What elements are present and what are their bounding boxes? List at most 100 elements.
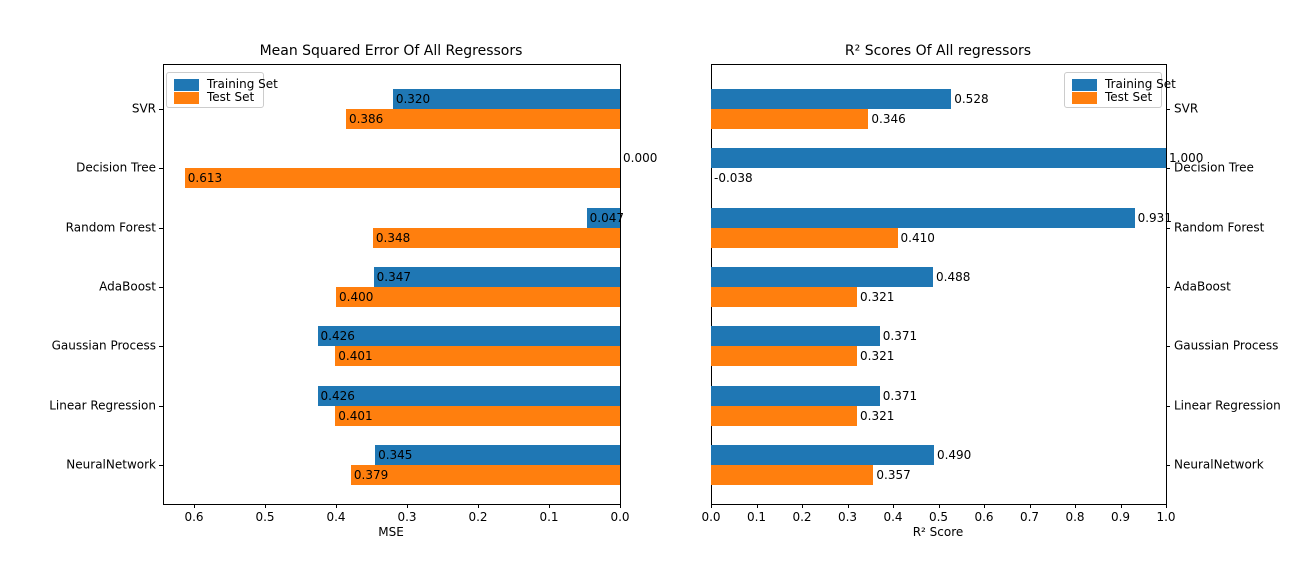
x-axis-tick [984, 504, 985, 508]
x-axis-tick [893, 504, 894, 508]
y-axis-tick [159, 227, 163, 229]
x-tick-label: 0.6 [184, 510, 204, 524]
x-axis-tick [1075, 504, 1076, 508]
x-axis-tick [938, 504, 940, 508]
x-tick-label: 0.3 [837, 510, 858, 524]
legend-swatch-test-set [174, 91, 199, 104]
bar-training-set [711, 89, 952, 109]
legend: Training Set Test Set [166, 72, 278, 108]
x-tick-label: 0.5 [928, 510, 949, 524]
value-label: 0.379 [353, 467, 389, 482]
bar-training-set [711, 266, 934, 287]
y-axis-tick [1166, 405, 1170, 407]
value-label: 0.426 [320, 388, 355, 403]
value-label: 0.321 [860, 408, 895, 423]
x-tick-label: 0.7 [1019, 510, 1040, 524]
legend-entry: Training Set [1072, 78, 1176, 91]
value-label: 0.400 [339, 289, 374, 304]
y-category-label: AdaBoost [1174, 279, 1231, 294]
value-label: 0.401 [338, 408, 373, 423]
bar-training-set [373, 266, 620, 287]
y-category-label: NeuralNetwork [1174, 457, 1264, 472]
x-tick-label: 0.2 [792, 510, 812, 524]
bar-training-set [586, 207, 620, 228]
bar-training-set [392, 89, 620, 109]
y-category-label: Gaussian Process [1174, 338, 1279, 353]
y-axis-tick [1166, 168, 1170, 170]
bar-training-set [711, 207, 1135, 228]
value-label: 0.357 [876, 467, 911, 482]
value-label: 0.321 [860, 289, 895, 304]
value-label: 0.345 [378, 447, 413, 462]
mse-chart-title: Mean Squared Error Of All Regressors [259, 43, 523, 59]
x-tick-label: 0.5 [255, 510, 275, 524]
value-label: 0.528 [954, 92, 989, 106]
bar-training-set [711, 148, 1166, 169]
value-label: 0.490 [936, 447, 972, 462]
x-axis-tick [711, 504, 712, 508]
value-label: 0.000 [623, 151, 658, 166]
x-axis-tick [620, 504, 621, 508]
y-axis-tick [1166, 286, 1170, 288]
legend-entry: Test Set [174, 91, 255, 104]
y-axis-tick [1166, 464, 1170, 466]
y-category-label: Linear Regression [1174, 398, 1281, 412]
x-axis-tick [1029, 504, 1031, 508]
y-category-label: Decision Tree [1174, 160, 1254, 175]
value-label: 0.320 [395, 92, 431, 106]
value-label: 0.371 [882, 388, 918, 403]
value-label: 0.488 [936, 269, 971, 284]
bar-test-set [711, 109, 869, 129]
legend-label: Test Set [207, 90, 255, 104]
x-axis-tick [1120, 504, 1122, 508]
y-category-label: Decision Tree [76, 160, 156, 175]
bar-training-set [711, 444, 934, 465]
y-category-label: Linear Regression [49, 398, 156, 412]
x-axis-tick [549, 504, 550, 508]
y-axis-tick [1166, 109, 1170, 110]
bar-test-set [711, 286, 858, 307]
legend-label: Test Set [1105, 90, 1153, 104]
x-axis-tick [478, 504, 479, 508]
y-axis-tick [159, 405, 163, 407]
value-label: 0.386 [348, 112, 384, 126]
legend-swatch-test-set [1072, 91, 1097, 104]
x-tick-label: 0.6 [974, 510, 994, 524]
x-axis-tick [802, 504, 803, 508]
r2-chart-title: R² Scores Of All regressors [844, 43, 1032, 59]
value-label: 0.347 [376, 269, 411, 284]
y-axis-tick [1166, 346, 1170, 348]
value-label: 0.348 [375, 230, 411, 245]
bar-training-set [711, 326, 880, 347]
y-category-label: SVR [131, 101, 156, 116]
x-tick-label: 0.4 [326, 510, 346, 524]
x-axis-tick [1166, 504, 1167, 508]
y-category-label: SVR [1174, 101, 1199, 116]
x-tick-label: 0.0 [701, 510, 721, 524]
value-label: 0.371 [882, 329, 918, 344]
bar-test-set [350, 464, 620, 485]
x-axis-tick [756, 504, 758, 508]
value-label: 0.401 [338, 349, 373, 364]
value-label: 0.931 [1137, 210, 1172, 225]
bar-test-set [184, 168, 620, 189]
value-label: 0.426 [320, 329, 355, 344]
y-category-label: Random Forest [65, 220, 156, 235]
bar-test-set [711, 227, 898, 248]
legend: Training Set Test Set [1064, 72, 1176, 108]
legend-swatch-training-set [1072, 78, 1097, 91]
mse-x-axis-label: MSE [378, 525, 404, 539]
bar-test-set [372, 227, 620, 248]
bar-test-set [336, 286, 620, 307]
r2-x-axis-label: R² Score [912, 525, 964, 539]
y-axis-tick [159, 346, 163, 348]
bar-test-set [711, 464, 874, 485]
y-category-label: AdaBoost [99, 279, 156, 294]
y-axis-tick [159, 109, 163, 110]
bar-test-set [335, 346, 620, 367]
x-axis-tick [194, 504, 196, 508]
x-tick-label: 0.0 [610, 510, 630, 524]
value-label: 0.410 [900, 230, 935, 245]
bar-test-set [711, 405, 858, 426]
x-tick-label: 0.3 [397, 510, 417, 524]
